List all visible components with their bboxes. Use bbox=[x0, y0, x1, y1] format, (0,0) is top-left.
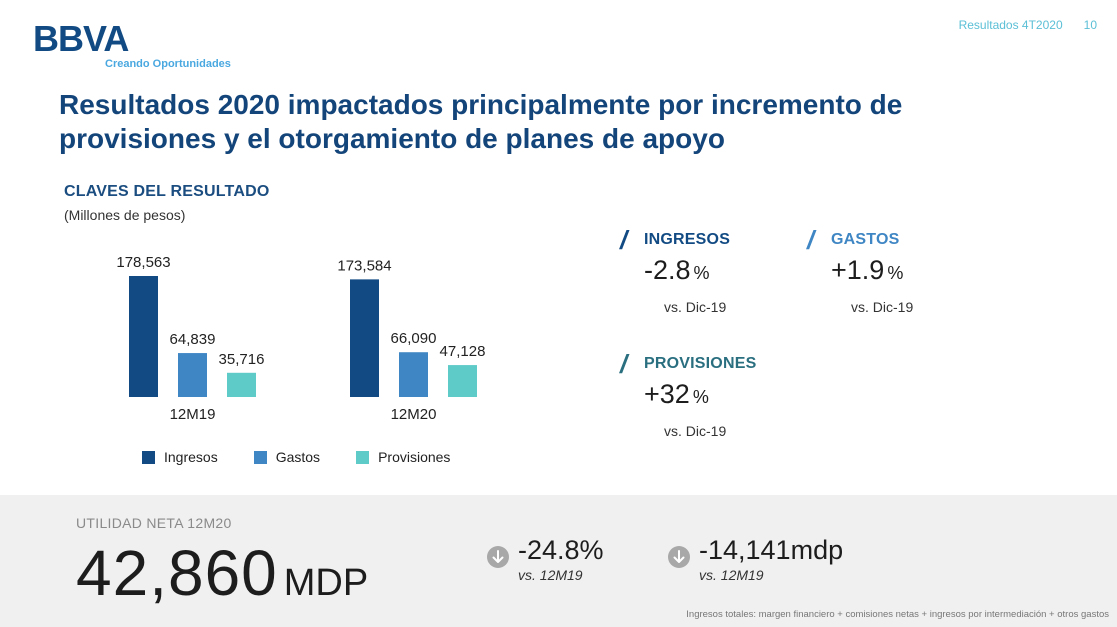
data-label-ingresos-12m19: 178,563 bbox=[116, 254, 170, 271]
net-income-delta-mdp: -14,141mdp vs. 12M19 bbox=[668, 535, 843, 583]
data-label-ingresos-12m20: 173,584 bbox=[337, 257, 391, 274]
bbva-logo-mark: BBVA bbox=[33, 20, 130, 54]
page-number: 10 bbox=[1083, 18, 1097, 32]
delta-value: -14,141mdp bbox=[699, 535, 844, 565]
delta-comparison: vs. 12M19 bbox=[518, 567, 583, 583]
kpi-comparison: vs. Dic-19 bbox=[664, 423, 727, 439]
legend-item-ingresos: Ingresos bbox=[142, 449, 218, 465]
kpi-label: INGRESOS bbox=[644, 231, 731, 248]
bbva-logo: BBVA bbox=[33, 20, 233, 72]
arrow-down-icon bbox=[487, 546, 509, 568]
page-title: Resultados 2020 impactados principalment… bbox=[59, 89, 903, 154]
legend-swatch-gastos bbox=[253, 450, 267, 464]
kpi-value: +32% bbox=[644, 379, 709, 409]
kpi-slash-icon: / bbox=[807, 225, 815, 255]
net-income-band bbox=[0, 495, 1117, 627]
bar-gastos-12m20 bbox=[399, 352, 428, 397]
section-title: CLAVES DEL RESULTADO bbox=[64, 183, 270, 200]
section-subtitle: (Millones de pesos) bbox=[64, 207, 186, 223]
delta-comparison: vs. 12M19 bbox=[699, 567, 764, 583]
data-label-provisiones-12m19: 35,716 bbox=[219, 351, 265, 368]
legend-swatch-provisiones bbox=[356, 450, 370, 464]
footnote: Ingresos totales: margen financiero + co… bbox=[686, 609, 1109, 620]
delta-value: -24.8% bbox=[518, 535, 604, 565]
bar-provisiones-12m20 bbox=[448, 365, 477, 397]
kpi-value: -2.8% bbox=[644, 255, 710, 285]
svg-text:BBVA: BBVA bbox=[33, 20, 129, 54]
kpi-label: PROVISIONES bbox=[644, 355, 757, 372]
bar-gastos-12m19 bbox=[178, 353, 207, 397]
kpi-comparison: vs. Dic-19 bbox=[664, 299, 727, 315]
kpi-slash-icon: / bbox=[620, 349, 628, 379]
kpi-slash-icon: / bbox=[620, 225, 628, 255]
header-meta: Resultados 4T2020 10 bbox=[959, 18, 1097, 32]
bar-provisiones-12m19 bbox=[227, 372, 256, 397]
category-label-12m20: 12M20 bbox=[391, 406, 437, 423]
legend-label-provisiones: Provisiones bbox=[378, 449, 451, 465]
bar-ingresos-12m19 bbox=[129, 276, 158, 397]
net-income-label: UTILIDAD NETA 12M20 bbox=[76, 515, 232, 531]
legend-swatch-ingresos bbox=[142, 450, 155, 464]
kpi-comparison: vs. Dic-19 bbox=[851, 299, 914, 315]
legend-label-gastos: Gastos bbox=[275, 449, 321, 465]
data-label-gastos-12m19: 64,839 bbox=[170, 331, 216, 348]
legend-item-provisiones: Provisiones bbox=[356, 449, 450, 465]
net-income-value: 42,860 MDP bbox=[76, 537, 369, 609]
arrow-down-icon bbox=[668, 546, 690, 568]
category-label-12m19: 12M19 bbox=[170, 406, 216, 423]
kpi-label: GASTOS bbox=[831, 231, 900, 248]
chart-legend: Ingresos Gastos Provisiones bbox=[142, 449, 486, 465]
net-income-delta-pct: -24.8% vs. 12M19 bbox=[487, 535, 604, 583]
legend-label-ingresos: Ingresos bbox=[164, 449, 218, 465]
kpi-value: +1.9% bbox=[831, 255, 904, 285]
data-label-provisiones-12m20: 47,128 bbox=[440, 343, 486, 360]
tagline: Creando Oportunidades bbox=[105, 58, 231, 70]
legend-item-gastos: Gastos bbox=[253, 449, 321, 465]
report-name: Resultados 4T2020 bbox=[958, 18, 1063, 32]
bar-ingresos-12m20 bbox=[350, 279, 379, 397]
data-label-gastos-12m20: 66,090 bbox=[391, 330, 437, 347]
